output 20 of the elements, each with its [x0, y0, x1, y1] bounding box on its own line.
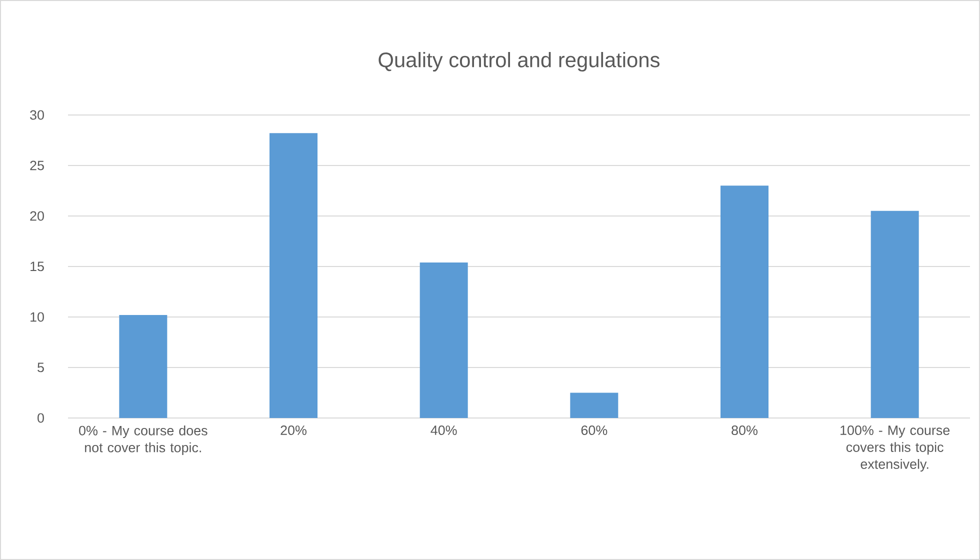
y-tick-label: 20	[30, 211, 44, 221]
y-tick-label: 15	[30, 262, 44, 272]
x-tick-label: 0% - My course does not cover this topic.	[79, 426, 208, 455]
x-tick-label: 20%	[280, 426, 306, 436]
y-tick-label: 25	[30, 160, 44, 170]
x-tick-label: 80%	[732, 426, 758, 436]
y-tick-label: 0	[38, 413, 44, 423]
y-tick-label: 10	[30, 312, 44, 322]
chart-title: Quality control and regulations	[378, 52, 660, 72]
bar	[720, 186, 769, 418]
bar	[119, 314, 168, 418]
bar	[270, 133, 318, 418]
x-tick-label: 60%	[581, 426, 608, 436]
y-tick-label: 30	[30, 110, 44, 120]
bar	[420, 262, 468, 418]
bar	[870, 210, 919, 418]
x-tick-label: 100% - My course covers this topic extensively.	[840, 426, 950, 472]
x-tick-label: 40%	[430, 426, 457, 436]
y-tick-label: 5	[38, 362, 44, 372]
bar	[570, 392, 618, 418]
